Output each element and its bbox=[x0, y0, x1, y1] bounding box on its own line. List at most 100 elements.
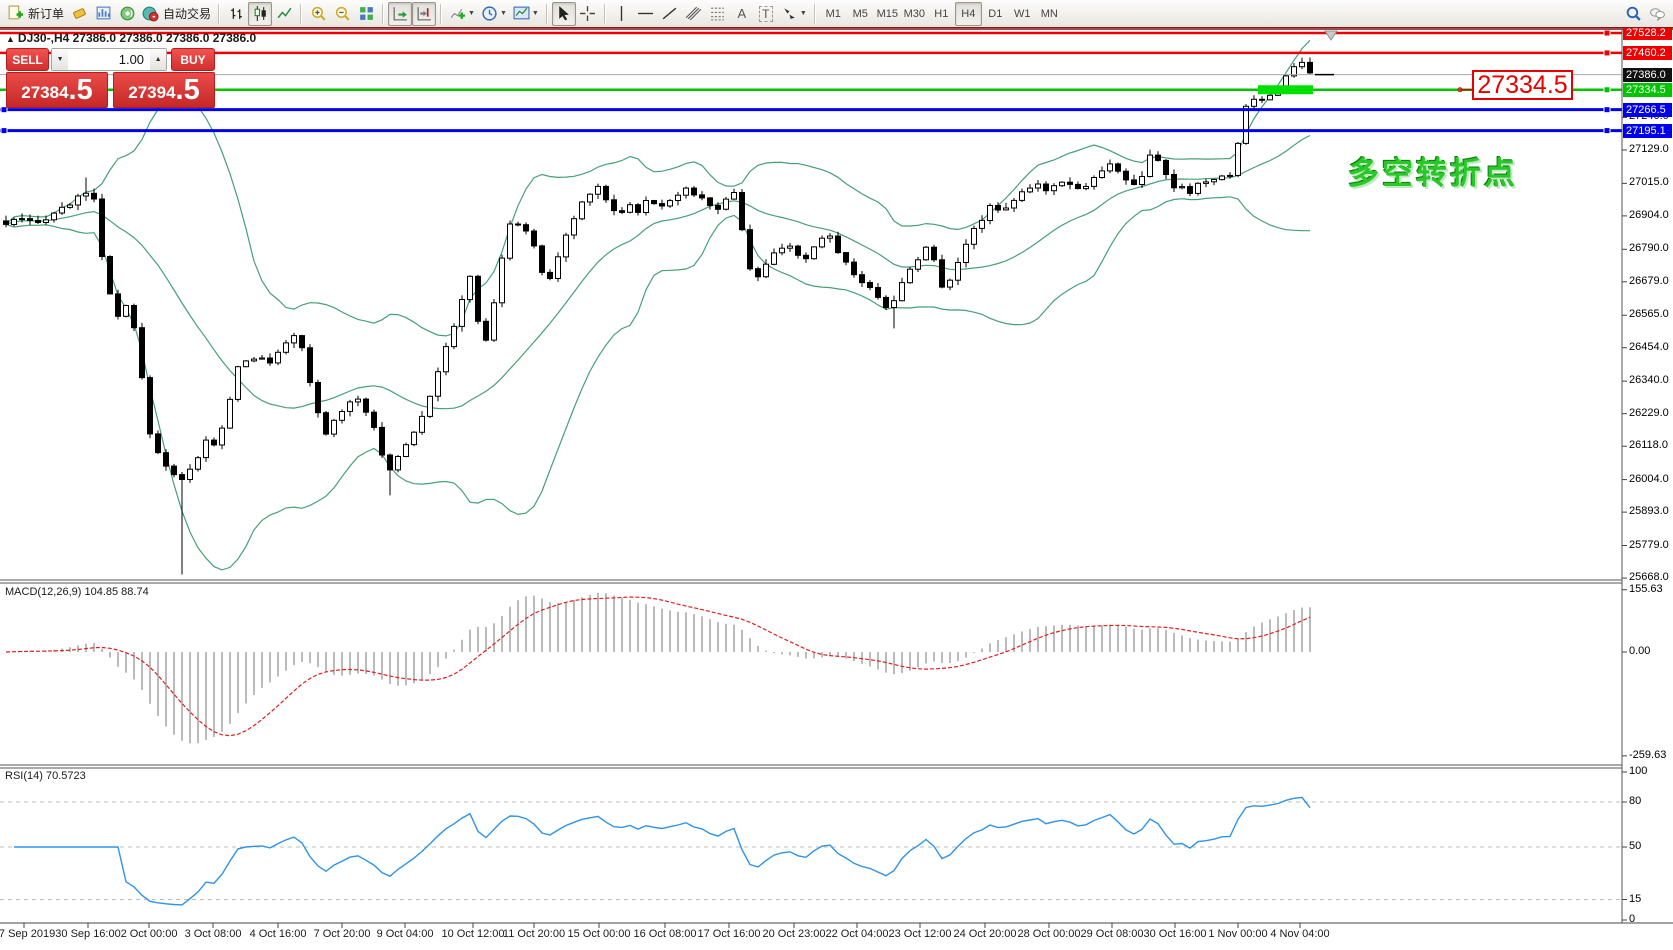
candlestick-chart-button[interactable] bbox=[248, 1, 273, 26]
timeframe-d1-button[interactable]: D1 bbox=[982, 2, 1009, 26]
timeframe-m30-button[interactable]: M30 bbox=[901, 2, 928, 26]
periods-button[interactable]: ▼ bbox=[478, 2, 510, 26]
eraser-icon bbox=[72, 8, 86, 19]
price-axis-tick: 26679.0 bbox=[1629, 274, 1669, 287]
crosshair-icon bbox=[580, 6, 596, 21]
text-tool-icon: A bbox=[737, 6, 747, 21]
buy-price-main: 27394 bbox=[128, 83, 176, 102]
trendline-button[interactable] bbox=[658, 2, 682, 26]
equidistant-channel-button[interactable] bbox=[682, 2, 706, 26]
market-watch-button[interactable] bbox=[91, 2, 115, 26]
auto-scroll-button[interactable] bbox=[388, 1, 413, 26]
price-axis-tick: 26904.0 bbox=[1629, 208, 1669, 221]
price-axis-tick: 26118.0 bbox=[1629, 439, 1668, 452]
new-order-button[interactable]: 新订单 bbox=[4, 2, 67, 26]
horizontal-line-icon bbox=[638, 12, 654, 15]
timeframe-m5-button[interactable]: M5 bbox=[847, 2, 874, 26]
zoom-in-icon bbox=[311, 6, 326, 21]
indicators-icon bbox=[450, 8, 465, 19]
time-axis-label: 15 Oct 00:00 bbox=[567, 928, 631, 940]
chart-canvas[interactable] bbox=[0, 28, 1673, 950]
bar-chart-button[interactable] bbox=[224, 2, 248, 26]
sell-price-main: 27384 bbox=[21, 83, 69, 102]
rsi-axis-tick: 50 bbox=[1629, 840, 1642, 852]
timeframe-m15-button[interactable]: M15 bbox=[874, 2, 901, 26]
dropdown-caret-icon: ▼ bbox=[799, 10, 807, 17]
time-axis-label: 24 Oct 20:00 bbox=[953, 928, 1017, 940]
auto-trading-button[interactable]: 自动交易 bbox=[139, 2, 214, 26]
chat-button[interactable] bbox=[1645, 2, 1669, 26]
time-axis-label: 11 Oct 20:00 bbox=[502, 928, 566, 940]
zoom-out-icon bbox=[335, 6, 350, 21]
time-axis-label: 17 Oct 16:00 bbox=[697, 928, 761, 940]
clock-icon bbox=[482, 6, 497, 21]
rsi-axis-tick: 80 bbox=[1629, 795, 1642, 807]
text-label-button[interactable]: T bbox=[754, 2, 778, 26]
timeframe-mn-button[interactable]: MN bbox=[1036, 2, 1063, 26]
tile-windows-icon bbox=[359, 7, 373, 20]
volume-decrease-button[interactable]: ▼ bbox=[52, 49, 69, 70]
dropdown-caret-icon: ▼ bbox=[468, 10, 475, 17]
arrows-button[interactable]: ▼ bbox=[778, 2, 810, 26]
sell-price-display[interactable]: 27384.5 bbox=[6, 72, 108, 108]
new-order-icon bbox=[8, 5, 23, 20]
buy-price-display[interactable]: 27394.5 bbox=[113, 72, 215, 108]
timeframe-group: M1 M5 M15 M30 H1 H4 D1 W1 MN bbox=[820, 1, 1063, 26]
text-tool-button[interactable]: A bbox=[730, 2, 754, 26]
templates-button[interactable]: ▼ bbox=[510, 2, 542, 26]
time-axis-label: 23 Oct 12:00 bbox=[888, 928, 952, 940]
indicators-button[interactable]: ▼ bbox=[446, 2, 478, 26]
turning-point-annotation[interactable]: 多空转折点 bbox=[1348, 156, 1518, 191]
time-axis-label: 3 Oct 08:00 bbox=[184, 928, 242, 940]
time-axis-label: 4 Oct 16:00 bbox=[249, 928, 307, 940]
sell-button[interactable]: SELL bbox=[6, 48, 50, 71]
timeframe-w1-button[interactable]: W1 bbox=[1009, 2, 1036, 26]
timeframe-h1-button[interactable]: H1 bbox=[928, 2, 955, 26]
broadcast-button[interactable] bbox=[115, 2, 139, 26]
time-axis-label: 4 Nov 04:00 bbox=[1270, 928, 1330, 940]
horizontal-line-button[interactable] bbox=[634, 2, 658, 26]
price-axis[interactable]: 27240.027129.027015.026904.026790.026679… bbox=[1622, 26, 1673, 925]
rsi-axis-tick: 0 bbox=[1629, 913, 1636, 925]
timeframe-h4-button[interactable]: H4 bbox=[954, 1, 982, 26]
volume-input[interactable]: 1.00 bbox=[68, 49, 151, 70]
time-axis-label: 22 Oct 04:00 bbox=[825, 928, 889, 940]
fibonacci-button[interactable] bbox=[706, 2, 730, 26]
zoom-out-button[interactable] bbox=[330, 2, 354, 26]
search-button[interactable] bbox=[1621, 2, 1645, 26]
time-axis-label: 9 Oct 04:00 bbox=[376, 928, 434, 940]
buy-button[interactable]: BUY bbox=[171, 48, 215, 71]
eraser-button[interactable] bbox=[67, 2, 91, 26]
collapse-triangle-icon[interactable]: ▲ bbox=[6, 34, 15, 44]
volume-stepper: ▼ 1.00 ▲ bbox=[51, 48, 168, 71]
time-axis-label: 30 Oct 16:00 bbox=[1143, 928, 1207, 940]
price-axis-tick: 26004.0 bbox=[1629, 472, 1669, 485]
vertical-line-button[interactable] bbox=[610, 2, 634, 26]
volume-increase-button[interactable]: ▲ bbox=[150, 49, 167, 70]
time-axis-label: 1 Nov 00:00 bbox=[1208, 928, 1268, 940]
time-axis-label: 29 Oct 08:00 bbox=[1080, 928, 1144, 940]
line-chart-icon bbox=[277, 7, 292, 19]
cursor-icon bbox=[559, 6, 570, 21]
line-chart-button[interactable] bbox=[272, 2, 296, 26]
price-callout-box[interactable]: 27334.5 bbox=[1472, 70, 1573, 100]
toolbar: 新订单 自动交易 bbox=[0, 0, 1673, 28]
price-axis-tick: 26454.0 bbox=[1629, 340, 1669, 353]
tile-windows-button[interactable] bbox=[354, 2, 378, 26]
zoom-in-button[interactable] bbox=[306, 2, 330, 26]
crosshair-button[interactable] bbox=[576, 2, 600, 26]
dropdown-caret-icon: ▼ bbox=[531, 10, 539, 17]
macd-indicator-label: MACD(12,26,9) 104.85 88.74 bbox=[5, 586, 149, 598]
rsi-axis-tick: 15 bbox=[1629, 892, 1642, 905]
equidistant-channel-icon bbox=[686, 6, 702, 21]
timeframe-m1-button[interactable]: M1 bbox=[820, 2, 847, 26]
auto-trading-icon bbox=[142, 6, 159, 22]
macd-axis-tick: -259.63 bbox=[1629, 748, 1667, 761]
toolbar-separator bbox=[440, 3, 443, 24]
chart-shift-button[interactable] bbox=[412, 1, 437, 26]
time-axis-label: 10 Oct 12:00 bbox=[441, 928, 505, 940]
cursor-button[interactable] bbox=[551, 1, 576, 26]
time-axis-label: 28 Oct 00:00 bbox=[1017, 928, 1081, 940]
